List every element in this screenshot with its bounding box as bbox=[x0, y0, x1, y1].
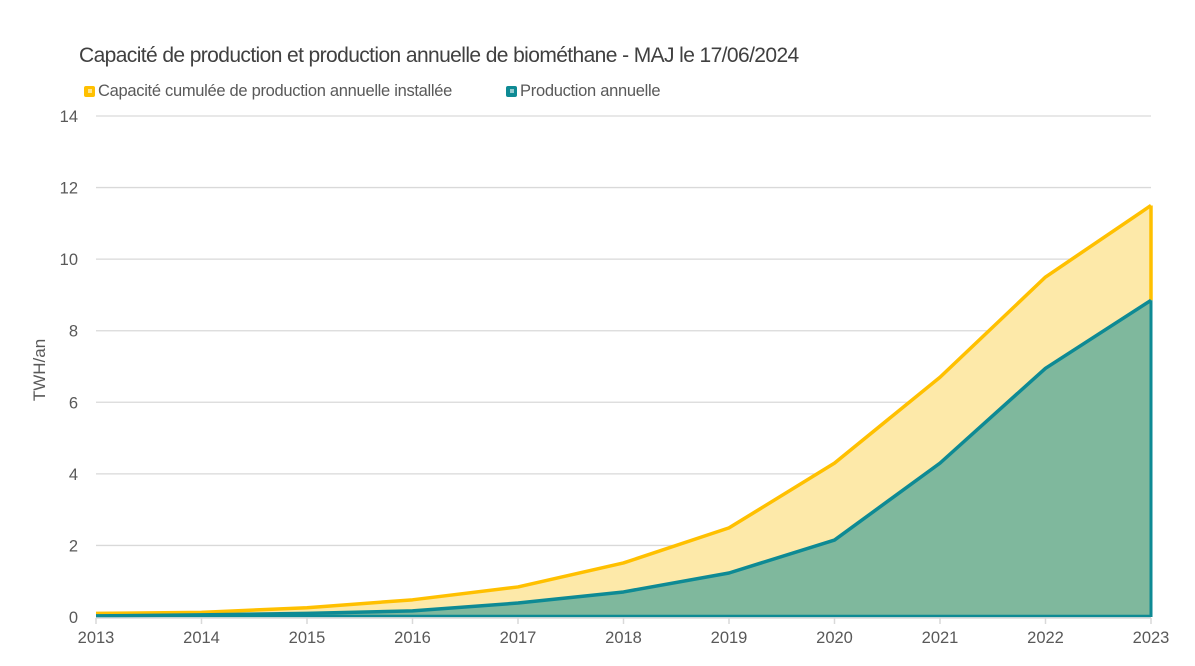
x-tick-label: 2013 bbox=[78, 629, 115, 647]
axes: 0 2 4 6 8 10 12 14 2013 2014 2015 2016 2017 2018 2019 2… bbox=[60, 108, 1170, 647]
x-tick-label: 2014 bbox=[183, 629, 220, 647]
y-tick-label: 8 bbox=[69, 323, 78, 341]
x-tick-label: 2020 bbox=[816, 629, 853, 647]
chart-title: Capacité de production et production ann… bbox=[79, 44, 799, 67]
chart-areas bbox=[95, 204, 1153, 618]
x-tick-label: 2023 bbox=[1133, 629, 1170, 647]
area-production bbox=[96, 300, 1151, 617]
y-tick-label: 6 bbox=[69, 394, 78, 412]
x-tick-label: 2018 bbox=[605, 629, 642, 647]
legend-label-capacity: Capacité cumulée de production annuelle … bbox=[98, 81, 453, 100]
y-tick-label: 2 bbox=[69, 537, 78, 555]
x-tick-label: 2021 bbox=[922, 629, 959, 647]
y-tick-label: 12 bbox=[60, 180, 78, 198]
line-capacity bbox=[95, 204, 1152, 616]
line-production bbox=[95, 298, 1152, 618]
y-tick-label: 0 bbox=[69, 609, 78, 627]
chart-legend: Capacité cumulée de production annuelle … bbox=[84, 80, 661, 102]
x-tick-label: 2019 bbox=[711, 629, 748, 647]
y-tick-label: 10 bbox=[60, 251, 78, 269]
x-tick-label: 2016 bbox=[394, 629, 431, 647]
legend-label-production: Production annuelle bbox=[520, 81, 661, 100]
legend-swatch-capacity-icon bbox=[84, 85, 95, 97]
y-tick-label: 14 bbox=[60, 108, 78, 126]
legend-item-production: Production annuelle bbox=[506, 81, 661, 101]
y-tick-label: 4 bbox=[69, 466, 78, 484]
x-tick-label: 2015 bbox=[289, 629, 326, 647]
x-tick-label: 2017 bbox=[500, 629, 537, 647]
legend-item-capacity: Capacité cumulée de production annuelle … bbox=[84, 82, 452, 101]
legend-swatch-production-icon bbox=[506, 85, 518, 97]
x-tick-label: 2022 bbox=[1027, 629, 1064, 647]
gridlines bbox=[96, 115, 1151, 547]
